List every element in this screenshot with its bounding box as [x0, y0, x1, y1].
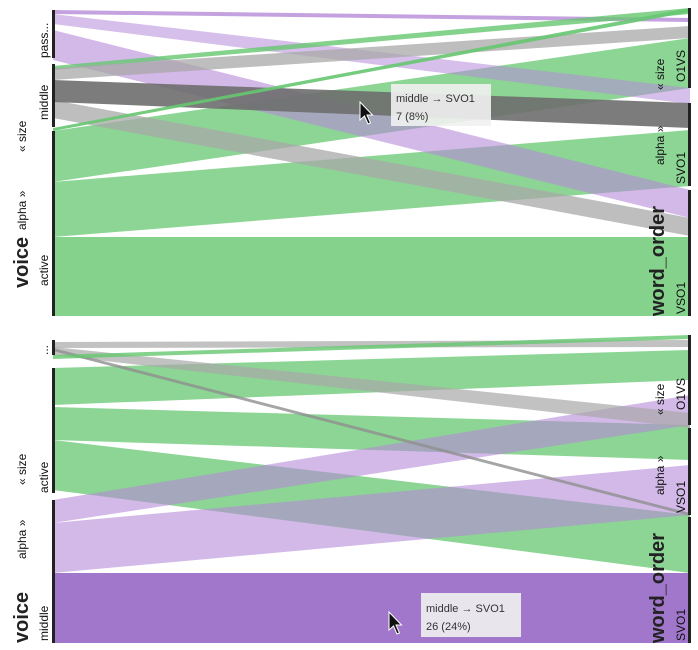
axis-segment[interactable]	[52, 573, 55, 643]
axis-segment[interactable]	[688, 428, 691, 515]
ribbon[interactable]	[53, 465, 690, 573]
right-category-label: O1VS	[674, 378, 688, 410]
parallel-sets-chart-top: voice word_order pass... middle « size a…	[11, 8, 691, 317]
right-axis-bars-bottom	[688, 335, 691, 643]
axis-segment[interactable]	[52, 237, 55, 316]
axis-segment[interactable]	[688, 335, 691, 425]
axis-segment[interactable]	[52, 368, 55, 493]
left-axis-bars-top	[52, 10, 55, 316]
left-category-label: middle	[37, 605, 51, 641]
tooltip: middle → SVO1 26 (24%)	[421, 593, 521, 637]
left-category-label: « size	[15, 120, 29, 152]
left-axis-bars-bottom	[52, 340, 55, 643]
axis-segment[interactable]	[688, 8, 691, 88]
left-category-label: « size	[15, 453, 29, 485]
ribbon-highlighted[interactable]	[53, 573, 690, 643]
tooltip-box	[421, 593, 521, 637]
right-category-label: alpha »	[653, 455, 667, 495]
axis-segment[interactable]	[52, 182, 55, 237]
right-category-label: SVO1	[674, 609, 688, 641]
arrow-cursor-icon	[359, 100, 374, 125]
axis-segment[interactable]	[52, 340, 55, 355]
ribbon-highlighted[interactable]	[53, 80, 690, 128]
ribbon[interactable]	[53, 8, 690, 70]
right-category-label: alpha »	[653, 125, 667, 165]
left-axis-title: voice	[11, 237, 33, 288]
ribbon[interactable]	[53, 100, 690, 236]
ribbon[interactable]	[53, 8, 690, 131]
right-axis-title: word_order	[647, 206, 669, 317]
ribbons-top	[53, 8, 690, 316]
parallel-sets-chart-bottom: voice word_order ... « size active alpha…	[0, 325, 698, 650]
chart-top-svg: voice word_order pass... middle « size a…	[11, 8, 691, 317]
tooltip-value: 7 (8%)	[396, 111, 428, 123]
axis-segment[interactable]	[52, 131, 55, 182]
left-category-label: ...	[37, 345, 51, 355]
right-axis-title: word_order	[647, 533, 669, 644]
tooltip: middle → SVO1 7 (8%)	[391, 84, 491, 126]
right-category-label: VSO1	[674, 282, 688, 314]
tooltip-title: middle → SVO1	[426, 603, 505, 615]
left-category-label: middle	[37, 84, 51, 120]
arrow-cursor-icon	[388, 610, 403, 635]
ribbon[interactable]	[53, 30, 690, 218]
left-category-label: active	[37, 461, 51, 493]
axis-segment[interactable]	[52, 500, 55, 573]
tooltip-title: middle → SVO1	[396, 93, 475, 105]
left-category-label: active	[37, 254, 51, 286]
axis-segment[interactable]	[688, 517, 691, 643]
ribbon[interactable]	[53, 237, 690, 316]
right-category-label: VSO1	[674, 481, 688, 513]
right-category-label: SVO1	[674, 152, 688, 184]
right-category-label: « size	[653, 383, 667, 415]
left-axis-title: voice	[11, 592, 33, 643]
axis-segment[interactable]	[52, 64, 55, 127]
right-axis-bars-top	[688, 8, 691, 316]
left-category-label: pass...	[37, 23, 51, 58]
ribbon[interactable]	[53, 347, 690, 428]
axis-segment[interactable]	[52, 10, 55, 58]
right-category-label: « size	[653, 58, 667, 90]
tooltip-box	[391, 84, 491, 126]
ribbon[interactable]	[53, 335, 690, 359]
left-category-label: alpha »	[15, 519, 29, 559]
right-category-label: O1VS	[674, 50, 688, 82]
left-category-label: alpha »	[15, 190, 29, 230]
axis-segment[interactable]	[688, 190, 691, 316]
tooltip-value: 26 (24%)	[426, 621, 471, 633]
ribbon[interactable]	[53, 10, 690, 22]
axis-segment[interactable]	[688, 103, 691, 186]
ribbon[interactable]	[53, 395, 690, 523]
ribbons-bottom	[53, 335, 690, 643]
chart-bottom-svg: voice word_order ... « size active alpha…	[11, 335, 691, 644]
ribbon[interactable]	[53, 348, 690, 516]
